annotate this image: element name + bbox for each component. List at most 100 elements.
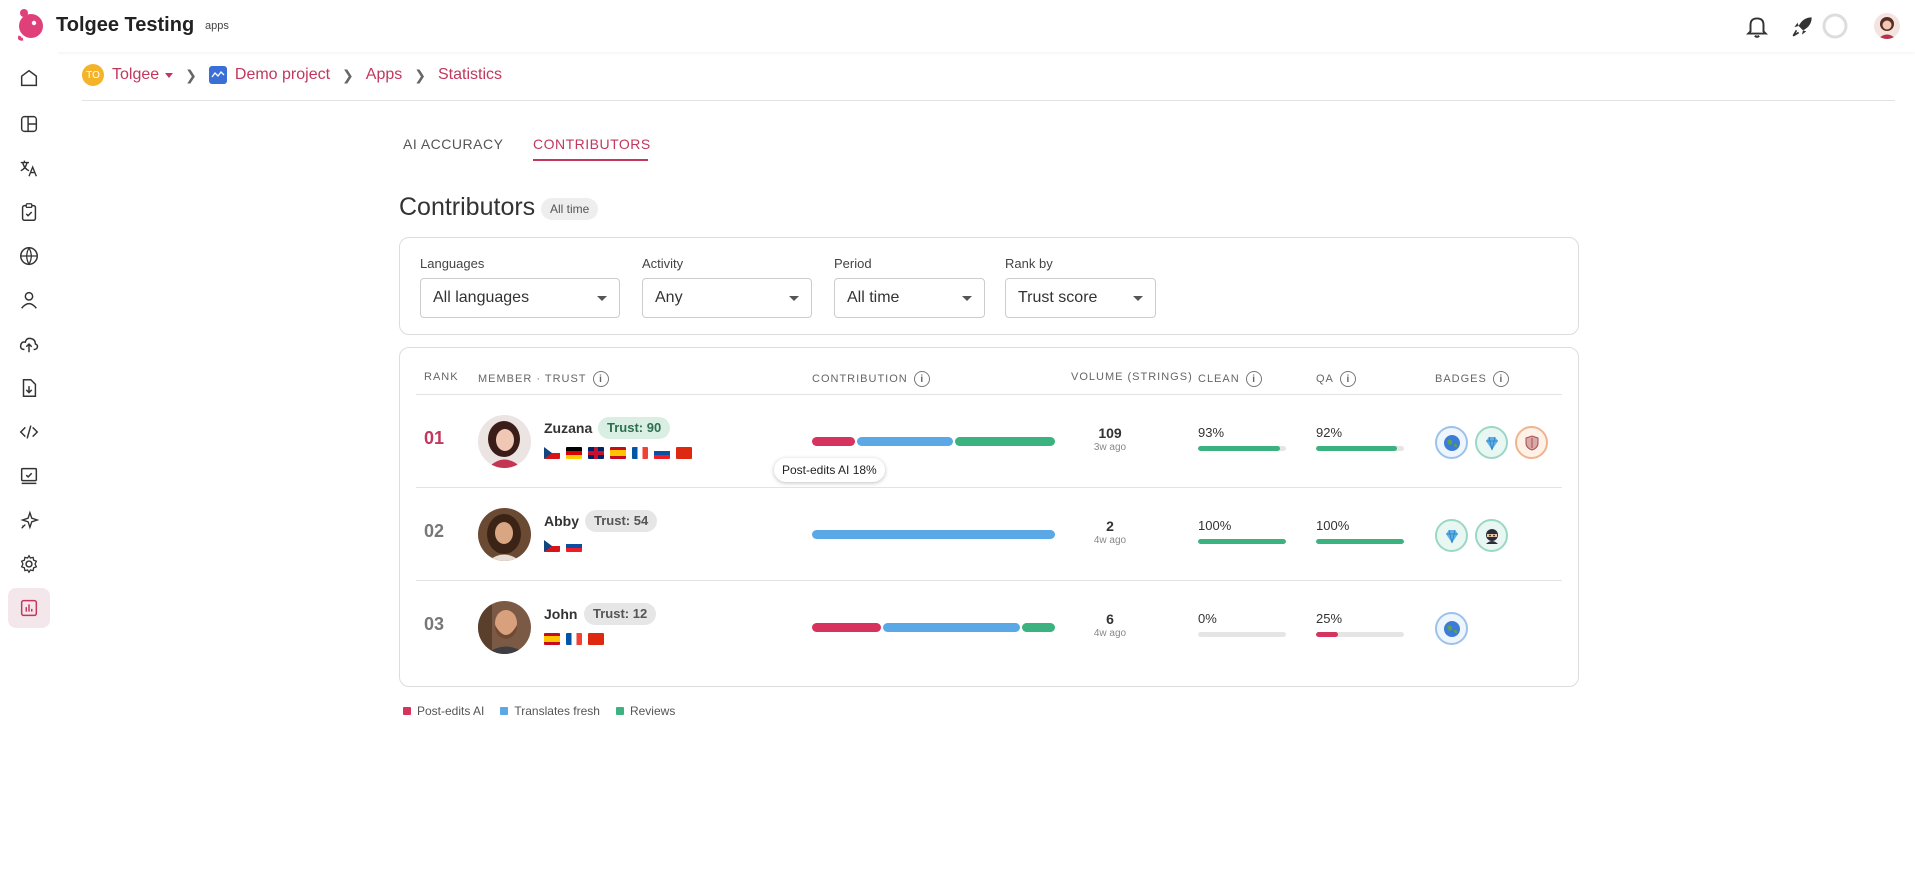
- breadcrumb-project[interactable]: Demo project: [234, 66, 331, 83]
- loading-spinner-icon: [1822, 13, 1848, 39]
- top-bar: Tolgee Testing apps: [0, 0, 1915, 52]
- breadcrumb-divider: [82, 100, 1895, 101]
- contributors-table: RANK MEMBER · TRUST i CONTRIBUTION i VOLUM…: [399, 347, 1579, 687]
- sidebar-item-developer[interactable]: [8, 412, 50, 452]
- member-name[interactable]: John: [544, 606, 578, 622]
- clean-progress: [1198, 632, 1286, 637]
- info-icon[interactable]: i: [1339, 371, 1356, 387]
- clean-metric: 0%: [1198, 611, 1288, 637]
- legend-item-post-edits-ai: Post-edits AI: [403, 704, 484, 718]
- sidebar-item-translations[interactable]: [8, 148, 50, 188]
- flag-cz-icon: [544, 447, 560, 459]
- member-name[interactable]: Abby: [544, 513, 579, 529]
- sidebar: [0, 52, 58, 872]
- flag-cn-icon: [676, 447, 692, 459]
- bar-chart-icon: [20, 599, 38, 617]
- globe-icon: [20, 247, 38, 266]
- legend-label: Translates fresh: [514, 704, 600, 718]
- legend-item-reviews: Reviews: [615, 704, 675, 718]
- sidebar-item-import[interactable]: [8, 324, 50, 364]
- header-clean: CLEAN i: [1198, 371, 1262, 387]
- globe-badge-icon[interactable]: [1435, 426, 1468, 459]
- dropdown-arrow-icon: [789, 295, 799, 301]
- info-icon[interactable]: i: [913, 371, 930, 387]
- org-dropdown-caret-icon[interactable]: [165, 72, 174, 78]
- sidebar-item-review[interactable]: [8, 456, 50, 496]
- tab-ai-accuracy[interactable]: AI ACCURACY: [403, 136, 504, 152]
- tab-contributors[interactable]: CONTRIBUTORS: [533, 136, 651, 152]
- active-tab-indicator: [533, 159, 648, 161]
- activity-select[interactable]: Any: [642, 278, 812, 318]
- flag-es-icon: [610, 447, 626, 459]
- table-row[interactable]: 01 Zuzana Trust: 90 109 3w ago 93% 92%: [400, 395, 1580, 487]
- sidebar-item-home[interactable]: [8, 58, 50, 98]
- bell-icon[interactable]: [1744, 13, 1770, 39]
- user-avatar[interactable]: [1874, 13, 1900, 39]
- sidebar-item-languages[interactable]: [8, 236, 50, 276]
- rank-number: 03: [424, 614, 445, 634]
- user-icon: [21, 291, 37, 309]
- breadcrumb-apps[interactable]: Apps: [365, 66, 403, 83]
- info-icon[interactable]: i: [1492, 371, 1509, 387]
- header-divider: [416, 394, 1562, 395]
- ninja-badge-icon[interactable]: [1475, 519, 1508, 552]
- row-divider: [416, 487, 1562, 488]
- app-title[interactable]: Tolgee Testing: [56, 14, 195, 36]
- sidebar-item-tasks[interactable]: [8, 192, 50, 232]
- clean-progress: [1198, 446, 1286, 451]
- row-divider: [416, 580, 1562, 581]
- volume-cell: 2 4w ago: [1063, 518, 1157, 546]
- flag-es-icon: [544, 633, 560, 645]
- header-volume: VOLUME (STRINGS): [1071, 371, 1193, 383]
- tolgee-logo-icon[interactable]: [14, 6, 46, 42]
- sidebar-item-ai[interactable]: [8, 500, 50, 540]
- diamond-badge-icon[interactable]: [1435, 519, 1468, 552]
- chevron-right-icon: ❯: [185, 66, 197, 83]
- contribution-bar[interactable]: [812, 623, 1055, 632]
- qa-progress: [1316, 632, 1404, 637]
- volume-cell: 6 4w ago: [1063, 611, 1157, 639]
- segment-post-edits-ai[interactable]: [812, 623, 882, 632]
- info-icon[interactable]: i: [1245, 371, 1262, 387]
- info-icon[interactable]: i: [592, 371, 609, 387]
- languages-select[interactable]: All languages: [420, 278, 620, 318]
- breadcrumb-statistics[interactable]: Statistics: [437, 66, 502, 83]
- table-row[interactable]: 03 John Trust: 12 6 4w ago 0% 25%: [400, 581, 1580, 673]
- volume-time: 4w ago: [1093, 628, 1127, 639]
- rocket-icon[interactable]: [1790, 13, 1816, 39]
- sidebar-item-dashboard[interactable]: [8, 104, 50, 144]
- diamond-badge-icon[interactable]: [1475, 426, 1508, 459]
- sidebar-item-export[interactable]: [8, 368, 50, 408]
- activity-value: Any: [655, 289, 683, 306]
- volume-count: 109: [1098, 425, 1122, 441]
- sidebar-item-settings[interactable]: [8, 544, 50, 584]
- flag-cn-icon: [588, 633, 604, 645]
- breadcrumb-org[interactable]: Tolgee: [112, 66, 160, 83]
- rank-by-select[interactable]: Trust score: [1005, 278, 1156, 318]
- flag-gb-icon: [588, 447, 604, 459]
- member-name[interactable]: Zuzana: [544, 420, 593, 436]
- contribution-bar[interactable]: [812, 437, 1055, 446]
- header-rank: RANK: [424, 371, 459, 383]
- page-title: Contributors: [399, 193, 536, 221]
- segment-post-edits-ai[interactable]: [812, 437, 856, 446]
- segment-translates-fresh[interactable]: [812, 530, 1055, 539]
- language-flags: [544, 447, 692, 459]
- project-icon: [208, 66, 227, 84]
- contribution-bar[interactable]: [812, 530, 1055, 539]
- period-select[interactable]: All time: [834, 278, 985, 318]
- languages-filter: Languages All languages: [420, 256, 620, 318]
- segment-translates-fresh[interactable]: [883, 623, 1020, 632]
- globe-badge-icon[interactable]: [1435, 612, 1468, 645]
- flag-de-icon: [566, 447, 582, 459]
- segment-translates-fresh[interactable]: [857, 437, 953, 446]
- qa-value: 100%: [1316, 518, 1350, 533]
- segment-reviews[interactable]: [954, 437, 1055, 446]
- shield-badge-icon[interactable]: [1515, 426, 1548, 459]
- badges-cell: [1435, 426, 1548, 459]
- sidebar-item-members[interactable]: [8, 280, 50, 320]
- segment-reviews[interactable]: [1021, 623, 1055, 632]
- table-row[interactable]: 02 Abby Trust: 54 2 4w ago 100% 100%: [400, 488, 1580, 580]
- sidebar-item-statistics[interactable]: [8, 588, 50, 628]
- dropdown-arrow-icon: [962, 295, 972, 301]
